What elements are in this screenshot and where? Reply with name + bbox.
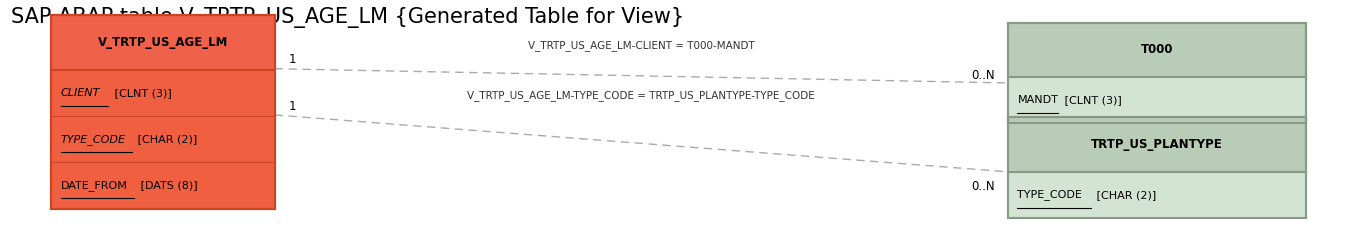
- Text: V_TRTP_US_AGE_LM: V_TRTP_US_AGE_LM: [97, 36, 229, 49]
- Text: [CHAR (2)]: [CHAR (2)]: [1093, 190, 1157, 200]
- Text: T000: T000: [1141, 43, 1173, 56]
- FancyBboxPatch shape: [1008, 77, 1306, 123]
- FancyBboxPatch shape: [51, 116, 275, 162]
- FancyBboxPatch shape: [1008, 172, 1306, 218]
- FancyBboxPatch shape: [51, 15, 275, 209]
- Text: 0..N: 0..N: [971, 180, 994, 193]
- FancyBboxPatch shape: [51, 162, 275, 209]
- Text: 1: 1: [288, 53, 296, 66]
- Text: MANDT: MANDT: [1017, 95, 1058, 105]
- Text: DATE_FROM: DATE_FROM: [61, 180, 127, 191]
- FancyBboxPatch shape: [1008, 23, 1306, 123]
- Text: 0..N: 0..N: [971, 69, 994, 82]
- FancyBboxPatch shape: [51, 70, 275, 116]
- Text: [CLNT (3)]: [CLNT (3)]: [111, 88, 172, 98]
- Text: TYPE_CODE: TYPE_CODE: [61, 134, 126, 145]
- Text: V_TRTP_US_AGE_LM-TYPE_CODE = TRTP_US_PLANTYPE-TYPE_CODE: V_TRTP_US_AGE_LM-TYPE_CODE = TRTP_US_PLA…: [467, 90, 816, 101]
- Text: [CHAR (2)]: [CHAR (2)]: [134, 134, 198, 144]
- Text: V_TRTP_US_AGE_LM-CLIENT = T000-MANDT: V_TRTP_US_AGE_LM-CLIENT = T000-MANDT: [528, 40, 755, 51]
- Text: 1: 1: [288, 100, 296, 113]
- Text: CLIENT: CLIENT: [61, 88, 100, 98]
- Text: SAP ABAP table V_TRTP_US_AGE_LM {Generated Table for View}: SAP ABAP table V_TRTP_US_AGE_LM {Generat…: [11, 7, 685, 28]
- FancyBboxPatch shape: [1008, 117, 1306, 218]
- Text: TYPE_CODE: TYPE_CODE: [1017, 189, 1082, 201]
- Text: [CLNT (3)]: [CLNT (3)]: [1061, 95, 1122, 105]
- Text: [DATS (8)]: [DATS (8)]: [137, 180, 198, 191]
- Text: TRTP_US_PLANTYPE: TRTP_US_PLANTYPE: [1091, 138, 1223, 151]
